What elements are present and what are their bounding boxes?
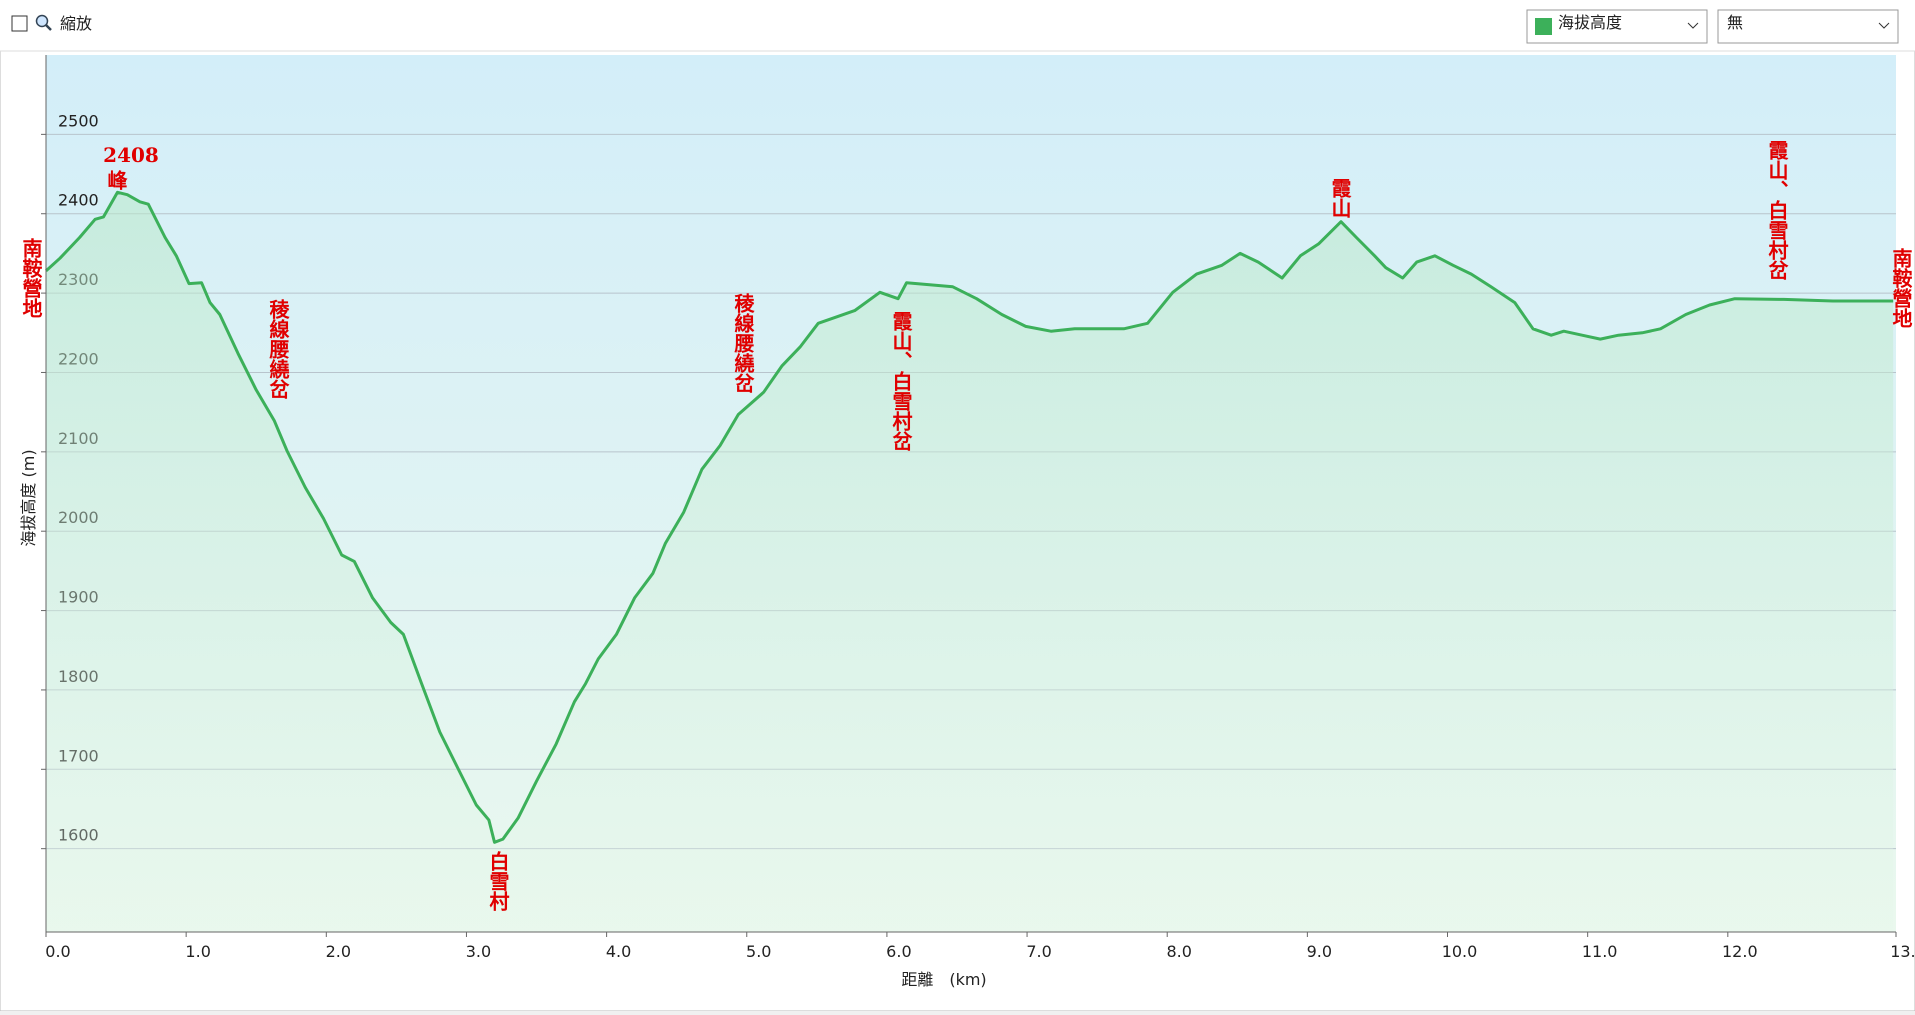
x-tick-label: 11.0 xyxy=(1582,942,1618,961)
x-tick-label: 4.0 xyxy=(606,942,631,961)
y-tick-label: 2500 xyxy=(58,111,99,130)
annotation: 白雪村 xyxy=(486,850,510,911)
x-tick-label: 6.0 xyxy=(886,942,911,961)
compare-label: 無 xyxy=(1727,13,1743,32)
x-tick-label: 10.0 xyxy=(1442,942,1478,961)
legend-label: 海拔高度 xyxy=(1558,13,1622,32)
series-select[interactable]: 海拔高度 xyxy=(1526,9,1708,44)
dropdown-arrow xyxy=(1687,22,1699,29)
legend-swatch xyxy=(1535,18,1552,35)
annotation: 霞山、白雪村岔 xyxy=(889,311,913,452)
select-box[interactable] xyxy=(1526,9,1708,44)
zoom-icon-handle xyxy=(45,24,52,31)
zoom-label: 縮放 xyxy=(60,14,92,33)
annotation: 霞山 xyxy=(1328,178,1352,218)
x-tick-label: 7.0 xyxy=(1026,942,1051,961)
dropdown-arrow xyxy=(1878,22,1890,29)
annotation: 南鞍營地 xyxy=(1889,248,1913,328)
x-tick-label: 0.0 xyxy=(45,942,70,961)
annotation: 稜線腰繞岔 xyxy=(731,293,755,394)
zoom-checkbox[interactable] xyxy=(11,15,28,32)
plot: 1600170018001900200021002200230024002500… xyxy=(41,111,1915,961)
zoom-icon xyxy=(35,14,49,28)
x-tick-label: 12.0 xyxy=(1722,942,1758,961)
annotation: 2408 xyxy=(103,143,159,167)
x-tick-label: 1.0 xyxy=(185,942,210,961)
x-tick-label: 13.2 xyxy=(1890,942,1915,961)
y-tick-label: 2400 xyxy=(58,191,99,210)
x-tick-label: 2.0 xyxy=(326,942,351,961)
annotation: 霞山、白雪村岔 xyxy=(1765,140,1789,281)
elevation-line xyxy=(44,190,1894,844)
annotation: 峰 xyxy=(104,169,128,190)
x-axis-title: 距離 (km) xyxy=(901,970,986,989)
y-axis-title: 海拔高度 (m) xyxy=(19,449,38,546)
elevation-area xyxy=(46,192,1894,933)
annotation: 南鞍營地 xyxy=(19,238,43,318)
x-tick-label: 5.0 xyxy=(746,942,771,961)
annotation: 稜線腰繞岔 xyxy=(266,299,290,400)
compare-select[interactable]: 無 xyxy=(1717,9,1899,44)
select-box[interactable] xyxy=(1717,9,1899,44)
x-tick-label: 3.0 xyxy=(466,942,491,961)
x-tick-label: 8.0 xyxy=(1166,942,1191,961)
x-tick-label: 9.0 xyxy=(1307,942,1332,961)
